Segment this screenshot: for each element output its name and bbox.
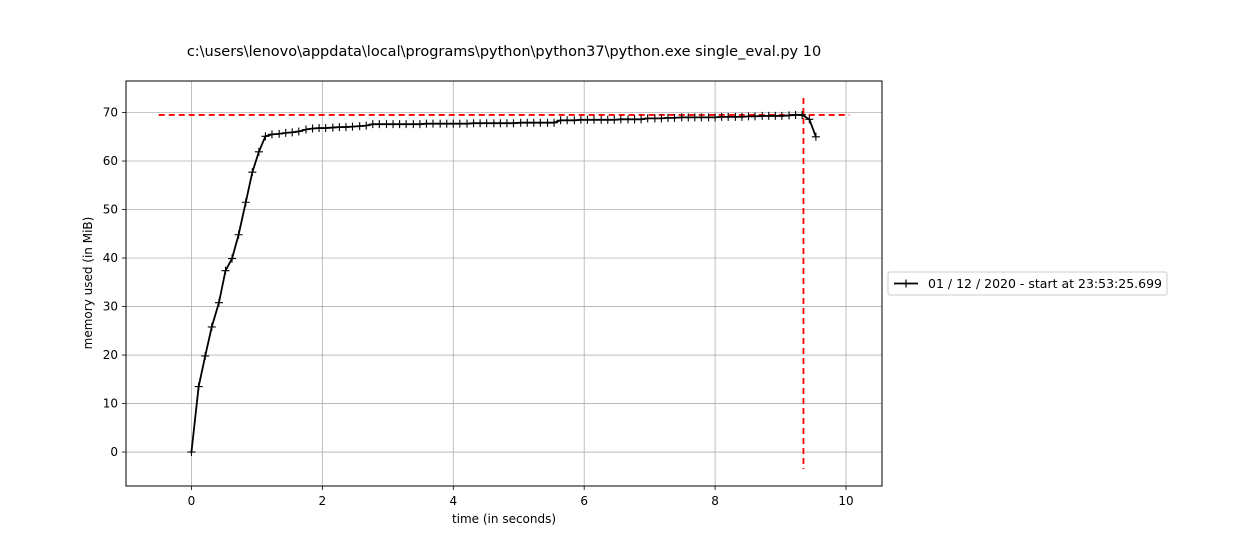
- data-point-marker: [261, 132, 270, 141]
- data-point-marker: [455, 119, 464, 128]
- data-point-marker: [201, 352, 210, 361]
- data-point-marker: [302, 125, 310, 134]
- x-tick-label: 4: [449, 494, 457, 508]
- x-tick-label: 2: [319, 494, 327, 508]
- data-point-marker: [798, 110, 807, 119]
- plot-area-frame: [125, 80, 883, 487]
- data-point-marker: [234, 230, 243, 239]
- data-point-marker: [482, 119, 491, 128]
- data-point-marker: [643, 114, 652, 123]
- data-point-marker: [751, 112, 760, 121]
- x-tick-label: 0: [188, 494, 196, 508]
- data-point-marker: [348, 122, 357, 131]
- data-point-marker: [375, 120, 384, 129]
- y-axis-ticks: 0 10 20 30 40 50 60 70: [103, 106, 126, 459]
- data-point-marker: [777, 111, 786, 120]
- y-tick-label: 70: [103, 106, 118, 120]
- data-point-marker: [228, 254, 237, 263]
- y-axis-label: memory used (in MiB): [81, 217, 95, 350]
- data-point-marker: [362, 121, 371, 130]
- data-point-marker: [267, 130, 276, 139]
- grid-lines: [126, 81, 882, 486]
- legend-label: 01 / 12 / 2020 - start at 23:53:25.699: [928, 276, 1162, 291]
- data-point-marker: [294, 127, 303, 136]
- data-point-marker: [536, 118, 545, 127]
- memory-series-line: [190, 114, 817, 453]
- data-point-marker: [402, 120, 411, 129]
- y-tick-label: 10: [103, 397, 118, 411]
- data-point-marker: [428, 119, 437, 128]
- data-point-marker: [590, 115, 598, 124]
- data-point-marker: [194, 382, 203, 391]
- data-point-marker: [509, 119, 518, 128]
- data-point-marker: [724, 112, 733, 121]
- x-axis-label: time (in seconds): [452, 512, 556, 526]
- data-point-marker: [321, 124, 330, 133]
- data-point-marker: [288, 128, 297, 137]
- data-point-marker: [254, 147, 263, 156]
- data-point-marker: [697, 113, 706, 122]
- data-point-marker: [214, 298, 223, 307]
- y-tick-label: 40: [103, 251, 118, 265]
- y-tick-label: 50: [103, 203, 118, 217]
- data-point-marker: [275, 129, 284, 138]
- x-axis-ticks: 0 2 4 6 8 10: [188, 486, 854, 508]
- data-point-marker: [207, 322, 216, 331]
- data-point-marker: [670, 113, 679, 122]
- data-point-marker: [811, 132, 820, 141]
- data-point-marker: [550, 118, 559, 127]
- y-tick-label: 30: [103, 300, 118, 314]
- data-point-marker: [221, 266, 230, 275]
- legend: 01 / 12 / 2020 - start at 23:53:25.699: [887, 271, 1168, 296]
- x-tick-label: 6: [580, 494, 588, 508]
- legend-marker-swatch: [902, 279, 910, 288]
- data-point-marker: [616, 115, 625, 124]
- data-point-marker: [805, 115, 814, 124]
- series-group: [187, 110, 820, 457]
- y-tick-label: 20: [103, 348, 118, 362]
- y-tick-label: 60: [103, 154, 118, 168]
- data-point-marker: [241, 198, 250, 207]
- peak-memory-markers: [158, 97, 850, 470]
- x-tick-label: 10: [838, 494, 853, 508]
- y-tick-label: 0: [110, 445, 118, 459]
- data-point-marker: [187, 448, 196, 457]
- data-point-marker: [637, 115, 646, 124]
- data-point-marker: [563, 116, 572, 125]
- legend-frame: [887, 271, 1168, 296]
- data-point-marker: [248, 168, 257, 177]
- x-tick-label: 8: [711, 494, 719, 508]
- chart-title: c:\users\lenovo\appdata\local\programs\p…: [187, 44, 821, 60]
